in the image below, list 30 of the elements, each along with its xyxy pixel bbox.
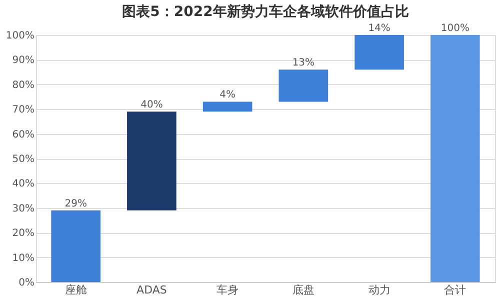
x-tick-label: 座舱 [64,284,87,296]
y-tick-label: 30% [12,203,34,214]
y-tick-label: 100% [6,30,34,42]
x-tick-label: ADAS [136,284,167,296]
x-tick-label: 车身 [216,284,239,296]
data-label: 100% [440,23,470,34]
y-tick-label: 10% [12,252,34,264]
y-tick-label: 20% [12,228,34,240]
data-label: 13% [292,58,315,69]
bar [51,210,100,282]
y-tick-label: 60% [12,129,34,140]
y-tick-label: 40% [12,178,34,190]
x-tick-label: 合计 [444,284,466,296]
bar [202,102,252,112]
y-tick-label: 90% [12,55,34,66]
chart-title: 图表5：2022年新势力车企各域软件价值占比 [122,3,409,20]
y-tick-label: 50% [12,154,34,165]
y-tick-label: 80% [12,80,34,91]
data-label: 40% [140,100,163,111]
y-tick-label: 70% [12,104,34,116]
y-tick-label: 0% [18,278,34,288]
data-label: 4% [220,90,236,101]
bar [278,70,328,102]
bar [127,112,176,210]
data-label: 29% [64,198,87,210]
bar [430,35,480,282]
data-label: 14% [368,23,390,34]
x-tick-label: 底盘 [292,284,314,296]
x-tick-label: 动力 [368,284,390,296]
bar [354,35,404,70]
